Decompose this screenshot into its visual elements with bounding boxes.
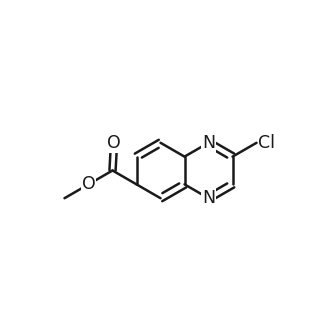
- Text: Cl: Cl: [258, 134, 275, 152]
- Text: N: N: [202, 134, 215, 152]
- Text: O: O: [82, 175, 95, 193]
- Text: N: N: [202, 189, 215, 207]
- Text: O: O: [107, 134, 121, 152]
